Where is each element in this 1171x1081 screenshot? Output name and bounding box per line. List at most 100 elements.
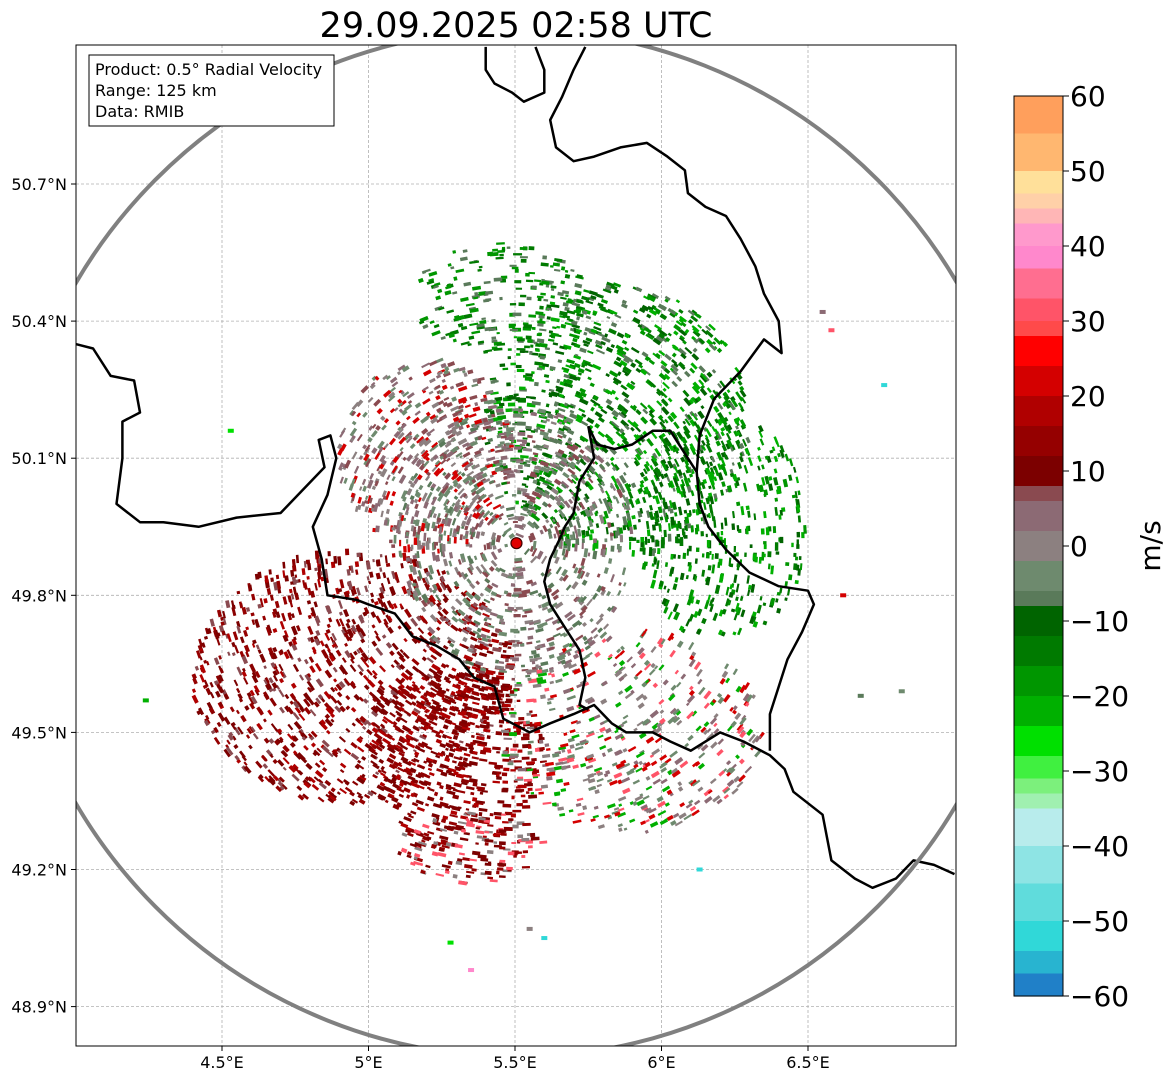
echo-gate bbox=[445, 679, 452, 684]
echo-gate bbox=[277, 781, 284, 787]
echo-gate bbox=[660, 406, 670, 416]
echo-gate bbox=[428, 787, 435, 792]
echo-gate bbox=[406, 794, 411, 799]
echo-gate bbox=[233, 679, 239, 687]
echo-gate bbox=[358, 774, 367, 782]
echo-gate bbox=[530, 792, 535, 795]
echo-gate bbox=[401, 585, 408, 595]
echo-gate bbox=[419, 734, 427, 740]
echo-gate bbox=[772, 526, 777, 534]
echo-gate bbox=[303, 745, 309, 751]
echo-gate bbox=[403, 637, 408, 643]
echo-gate bbox=[309, 665, 316, 674]
echo-gate bbox=[514, 789, 523, 793]
echo-gate bbox=[196, 709, 202, 716]
echo-gate bbox=[439, 575, 446, 583]
echo-gate bbox=[692, 329, 701, 338]
echo-gate bbox=[268, 775, 276, 783]
echo-gate bbox=[342, 778, 349, 785]
echo-gate bbox=[441, 543, 446, 552]
echo-gate bbox=[292, 712, 300, 721]
echo-gate bbox=[320, 722, 328, 731]
echo-gate bbox=[499, 253, 504, 257]
echo-gate bbox=[309, 590, 316, 598]
echo-gate bbox=[515, 606, 523, 610]
echo-gate bbox=[383, 697, 392, 705]
echo-gate bbox=[198, 638, 204, 648]
echo-gate bbox=[303, 698, 311, 708]
echo-gate bbox=[489, 879, 498, 883]
echo-gate bbox=[259, 653, 267, 663]
echo-gate bbox=[486, 710, 494, 715]
echo-gate bbox=[449, 699, 457, 705]
echo-gate bbox=[708, 485, 712, 490]
echo-gate bbox=[483, 394, 487, 399]
echo-gate bbox=[636, 539, 640, 544]
echo-gate bbox=[526, 475, 535, 480]
echo-gate bbox=[217, 674, 224, 683]
echo-gate bbox=[294, 706, 302, 714]
echo-gate bbox=[282, 757, 290, 765]
echo-gate bbox=[269, 697, 277, 707]
echo-gate bbox=[413, 726, 420, 732]
echo-gate bbox=[525, 279, 534, 283]
echo-gate bbox=[332, 666, 338, 673]
echo-gate bbox=[630, 380, 636, 386]
echo-gate bbox=[778, 514, 782, 520]
echo-gate bbox=[504, 811, 513, 816]
echo-gate bbox=[364, 719, 372, 726]
echo-gate bbox=[263, 665, 267, 670]
echo-gate bbox=[534, 381, 539, 387]
echo-gate bbox=[752, 553, 757, 561]
echo-gate bbox=[516, 368, 525, 373]
echo-gate bbox=[358, 798, 366, 805]
echo-gate bbox=[219, 667, 224, 674]
echo-gate bbox=[506, 427, 512, 432]
echo-gate bbox=[604, 538, 608, 543]
echo-gate bbox=[392, 761, 400, 767]
echo-gate bbox=[692, 347, 698, 353]
echo-gate bbox=[745, 526, 749, 535]
echo-gate bbox=[225, 600, 231, 609]
echo-gate bbox=[436, 669, 444, 676]
echo-gate bbox=[589, 534, 593, 541]
echo-gate bbox=[319, 640, 325, 647]
echo-gate bbox=[380, 582, 386, 592]
echo-gate bbox=[490, 391, 499, 396]
echo-gate bbox=[465, 538, 469, 545]
echo-gate bbox=[331, 632, 337, 641]
echo-gate bbox=[236, 758, 242, 764]
echo-gate bbox=[383, 621, 389, 629]
echo-gate bbox=[328, 794, 337, 802]
echo-gate bbox=[522, 437, 528, 440]
echo-gate bbox=[197, 707, 205, 716]
echo-gate bbox=[216, 632, 221, 637]
echo-gate bbox=[314, 582, 318, 591]
echo-gate bbox=[263, 598, 268, 604]
echo-gate bbox=[245, 734, 251, 739]
echo-gate bbox=[456, 693, 466, 699]
echo-gate bbox=[249, 689, 255, 697]
echo-gate bbox=[353, 693, 361, 701]
echo-gate bbox=[298, 754, 308, 764]
echo-gate bbox=[325, 558, 329, 565]
echo-gate bbox=[314, 567, 318, 572]
echo-gate bbox=[270, 723, 278, 732]
echo-gate bbox=[486, 650, 494, 655]
echo-gate bbox=[422, 692, 429, 698]
echo-gate bbox=[416, 806, 425, 812]
echo-gate bbox=[364, 585, 369, 593]
echo-gate bbox=[421, 676, 426, 681]
echo-gate bbox=[435, 738, 443, 744]
echo-gate bbox=[410, 737, 418, 743]
echo-gate bbox=[521, 865, 530, 869]
echo-gate bbox=[357, 664, 365, 672]
echo-gate bbox=[403, 709, 412, 717]
echo-gate bbox=[287, 595, 293, 603]
echo-gate bbox=[445, 747, 449, 751]
echo-gate bbox=[324, 718, 334, 727]
echo-gate bbox=[217, 712, 226, 722]
echo-gate bbox=[523, 477, 530, 481]
echo-gate bbox=[510, 813, 516, 818]
